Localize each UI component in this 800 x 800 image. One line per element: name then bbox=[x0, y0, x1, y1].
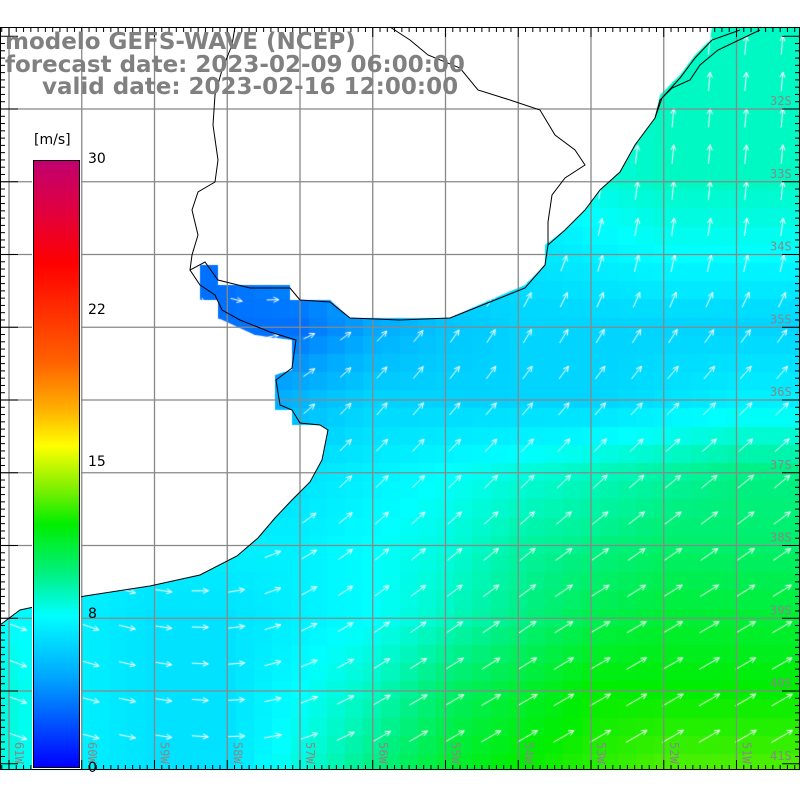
latitude-label: 33S bbox=[770, 167, 792, 181]
model-title: modelo GEFS-WAVE (NCEP) bbox=[5, 29, 356, 55]
colorbar-tick: 15 bbox=[88, 454, 106, 470]
lagoon-line bbox=[654, 29, 761, 119]
colorbar-tick: 30 bbox=[88, 151, 106, 167]
longitude-label: 54W bbox=[521, 742, 535, 764]
latitude-label: 32S bbox=[770, 94, 792, 108]
colorbar-tick: 8 bbox=[88, 606, 97, 622]
latitude-label: 36S bbox=[770, 385, 792, 399]
latitude-label: 37S bbox=[770, 458, 792, 472]
colorbar-unit: [m/s] bbox=[34, 132, 71, 148]
latitude-label: 38S bbox=[770, 531, 792, 545]
graticule bbox=[0, 27, 800, 770]
longitude-label: 57W bbox=[303, 742, 317, 764]
river-border-line bbox=[189, 26, 236, 271]
map-frame bbox=[0, 27, 800, 770]
longitude-label: 61W bbox=[12, 742, 26, 764]
latitude-label: 39S bbox=[770, 603, 792, 617]
longitude-label: 51W bbox=[740, 742, 754, 764]
colorbar-tick: 0 bbox=[88, 760, 97, 776]
longitude-label: 53W bbox=[594, 742, 608, 764]
longitude-label: 60W bbox=[85, 742, 99, 764]
longitude-label: 55W bbox=[449, 742, 463, 764]
valid-date: valid date: 2023-02-16 12:00:00 bbox=[42, 74, 459, 100]
axis-labels: 32S 33S 34S 35S 36S 37S 38S 39S 40S 41S 61W 60W 59W 5… bbox=[12, 94, 792, 764]
country-border-line bbox=[389, 26, 586, 245]
latitude-label: 41S bbox=[770, 749, 792, 763]
latitude-label: 40S bbox=[770, 676, 792, 690]
longitude-label: 58W bbox=[230, 742, 244, 764]
longitude-label: 52W bbox=[667, 742, 681, 764]
latitude-label: 35S bbox=[770, 312, 792, 326]
longitude-label: 59W bbox=[158, 742, 172, 764]
latitude-label: 34S bbox=[770, 240, 792, 254]
longitude-label: 56W bbox=[376, 742, 390, 764]
colorbar-tick: 22 bbox=[88, 302, 106, 318]
forecast-date: forecast date: 2023-02-09 06:00:00 bbox=[5, 52, 465, 78]
colorbar bbox=[32, 159, 81, 769]
